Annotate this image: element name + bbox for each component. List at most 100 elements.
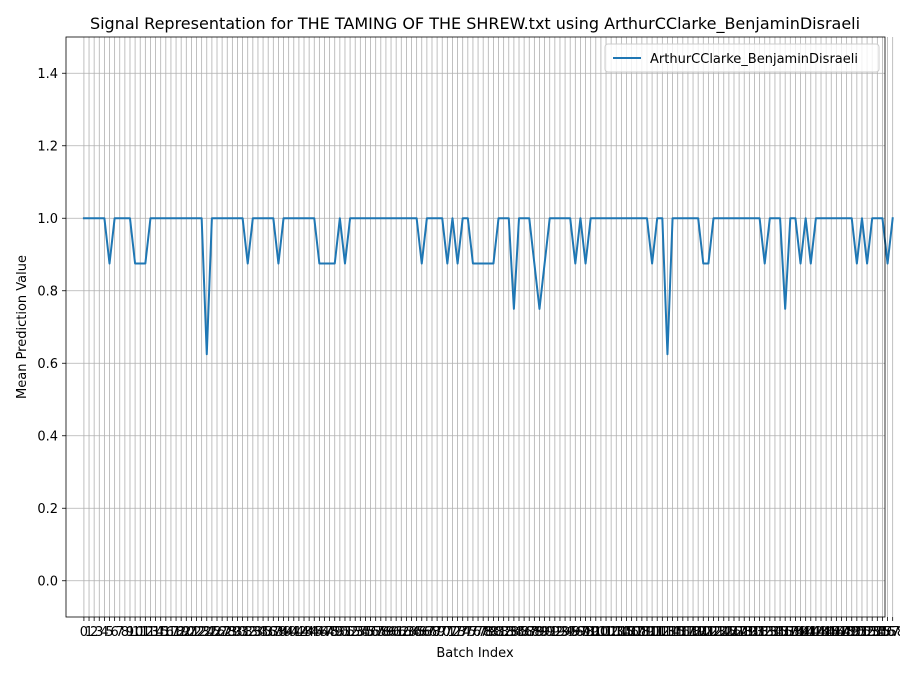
y-tick-label: 1.4 xyxy=(37,67,58,82)
vertical-gridlines xyxy=(83,37,894,617)
x-tick-label: 69 xyxy=(429,625,446,640)
x-tick-label: 44 xyxy=(301,625,318,640)
x-tick-label: 93 xyxy=(552,625,569,640)
x-tick-label: 72 xyxy=(444,625,461,640)
x-tick-label: 98 xyxy=(577,625,594,640)
x-tick-label: 12 xyxy=(137,625,154,640)
x-tick-label: 111 xyxy=(640,625,665,640)
y-tick-label: 0.0 xyxy=(37,574,58,589)
x-tick-label: 36 xyxy=(260,625,277,640)
x-tick-label: 120 xyxy=(686,625,711,640)
x-tick-label: 125 xyxy=(711,625,736,640)
x-tick-label: 84 xyxy=(506,625,523,640)
x-tick-label: 128 xyxy=(727,625,752,640)
x-tick-label: 105 xyxy=(609,625,634,640)
x-tick-label: 141 xyxy=(793,625,818,640)
x-tick-label: 1 xyxy=(85,625,93,640)
y-axis-label: Mean Prediction Value xyxy=(15,255,30,399)
x-tick-label: 59 xyxy=(378,625,395,640)
x-tick-label: 134 xyxy=(757,625,782,640)
x-tick-label: 45 xyxy=(306,625,323,640)
x-tick-label: 144 xyxy=(809,625,834,640)
x-tick-label: 22 xyxy=(188,625,205,640)
x-tick-label: 76 xyxy=(465,625,482,640)
plot-area-frame xyxy=(65,36,886,618)
x-tick-label: 149 xyxy=(834,625,859,640)
x-tick-label: 75 xyxy=(460,625,477,640)
x-tick-label: 102 xyxy=(594,625,619,640)
x-tick-label: 51 xyxy=(337,625,354,640)
x-tick-label: 40 xyxy=(280,625,297,640)
series-layer xyxy=(82,217,894,356)
x-tick-label: 7 xyxy=(116,625,124,640)
x-tick-label: 152 xyxy=(850,625,875,640)
x-tick-label: 21 xyxy=(183,625,200,640)
x-tick-label: 42 xyxy=(291,625,308,640)
x-tick-label: 148 xyxy=(829,625,854,640)
x-tick-label: 25 xyxy=(204,625,221,640)
x-tick-label: 43 xyxy=(296,625,313,640)
x-tick-label: 151 xyxy=(844,625,869,640)
legend-entry-label: ArthurCClarke_BenjaminDisraeli xyxy=(650,52,858,67)
x-tick-label: 24 xyxy=(198,625,215,640)
x-tick-label: 138 xyxy=(778,625,803,640)
x-tick-label: 70 xyxy=(434,625,451,640)
x-tick-label: 17 xyxy=(163,625,180,640)
x-tick-label: 13 xyxy=(142,625,159,640)
x-tick-label: 79 xyxy=(480,625,497,640)
x-tick-label: 114 xyxy=(655,625,680,640)
x-tick-label: 71 xyxy=(439,625,456,640)
x-tick-label: 34 xyxy=(250,625,267,640)
x-tick-label: 127 xyxy=(722,625,747,640)
x-tick-label: 60 xyxy=(383,625,400,640)
x-tick-label: 48 xyxy=(321,625,338,640)
x-tick-label: 6 xyxy=(110,625,118,640)
x-tick-label: 90 xyxy=(536,625,553,640)
x-tick-label: 27 xyxy=(214,625,231,640)
x-tick-label: 29 xyxy=(224,625,241,640)
x-tick-label: 143 xyxy=(803,625,828,640)
x-tick-label: 110 xyxy=(635,625,660,640)
x-tick-label: 23 xyxy=(193,625,210,640)
x-tick-label: 91 xyxy=(541,625,558,640)
x-tick-label: 28 xyxy=(219,625,236,640)
x-tick-label: 77 xyxy=(470,625,487,640)
x-tick-label: 153 xyxy=(855,625,880,640)
x-tick-label: 126 xyxy=(716,625,741,640)
x-tick-label: 94 xyxy=(557,625,574,640)
x-tick-label: 103 xyxy=(599,625,624,640)
x-tick-label: 82 xyxy=(495,625,512,640)
x-tick-label: 83 xyxy=(500,625,517,640)
x-tick-label: 113 xyxy=(650,625,675,640)
x-axis-ticks: 0123456789101112131415161718192021222324… xyxy=(80,617,900,640)
x-tick-label: 100 xyxy=(583,625,608,640)
x-tick-label: 146 xyxy=(819,625,844,640)
x-tick-label: 3 xyxy=(95,625,103,640)
x-tick-label: 147 xyxy=(824,625,849,640)
x-tick-label: 109 xyxy=(629,625,654,640)
x-tick-label: 92 xyxy=(547,625,564,640)
x-tick-label: 117 xyxy=(670,625,695,640)
x-tick-label: 95 xyxy=(562,625,579,640)
x-tick-label: 116 xyxy=(665,625,690,640)
y-tick-label: 1.0 xyxy=(37,212,58,227)
x-tick-label: 47 xyxy=(316,625,333,640)
x-tick-label: 119 xyxy=(681,625,706,640)
x-tick-label: 65 xyxy=(408,625,425,640)
x-tick-label: 61 xyxy=(388,625,405,640)
x-tick-label: 64 xyxy=(403,625,420,640)
x-tick-label: 157 xyxy=(875,625,900,640)
x-tick-label: 124 xyxy=(706,625,731,640)
x-axis-label: Batch Index xyxy=(436,646,514,661)
x-tick-label: 158 xyxy=(880,625,900,640)
x-tick-label: 58 xyxy=(373,625,390,640)
y-tick-label: 0.6 xyxy=(37,357,58,372)
x-tick-label: 9 xyxy=(126,625,134,640)
x-tick-label: 131 xyxy=(742,625,767,640)
x-tick-label: 104 xyxy=(604,625,629,640)
x-tick-label: 37 xyxy=(265,625,282,640)
x-tick-label: 68 xyxy=(424,625,441,640)
x-tick-label: 135 xyxy=(763,625,788,640)
x-tick-label: 87 xyxy=(521,625,538,640)
